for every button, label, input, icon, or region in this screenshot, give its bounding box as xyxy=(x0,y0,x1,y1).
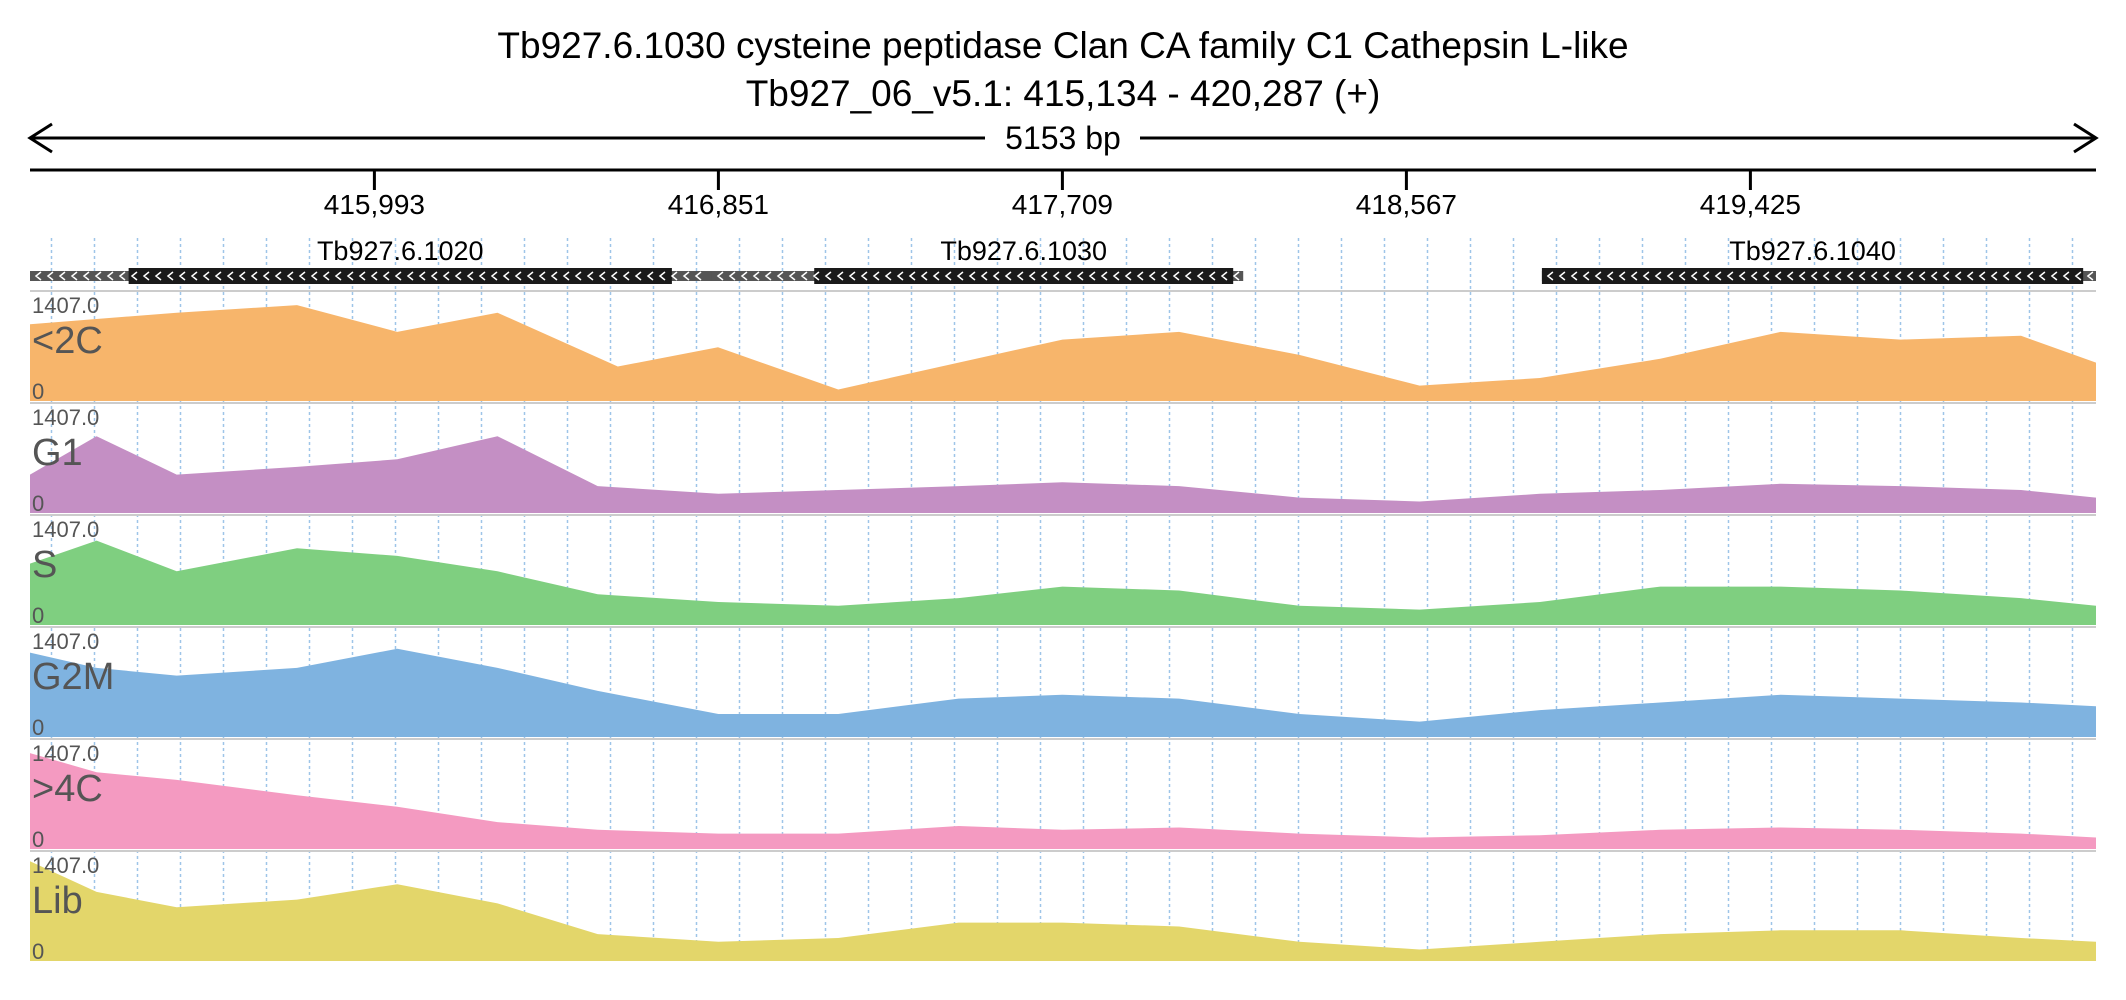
series-name: G1 xyxy=(32,432,83,474)
y-min-label: 0 xyxy=(32,379,44,404)
y-min-label: 0 xyxy=(32,491,44,516)
span-indicator: 5153 bp xyxy=(27,120,2099,156)
gene-label: Tb927.6.1020 xyxy=(317,236,484,266)
gene-cds xyxy=(814,268,1234,284)
y-min-label: 0 xyxy=(32,715,44,740)
ruler-ticks: 415,993 416,851 417,709 418,567 419,425 xyxy=(324,170,1801,220)
series-name: S xyxy=(32,544,57,586)
coverage-tracks: 1407.00<2C1407.00G11407.00S1407.00G2M140… xyxy=(30,290,2096,964)
y-max-label: 1407.0 xyxy=(32,405,99,430)
chart-subtitle: Tb927_06_v5.1: 415,134 - 420,287 (+) xyxy=(746,73,1381,114)
series-name: <2C xyxy=(32,320,103,362)
gene-label: Tb927.6.1030 xyxy=(940,236,1107,266)
coverage-area xyxy=(30,861,2096,961)
gene-cds xyxy=(128,268,672,284)
strand-arrow-icon xyxy=(34,271,702,281)
chart-title: Tb927.6.1030 cysteine peptidase Clan CA … xyxy=(497,25,1628,66)
y-max-label: 1407.0 xyxy=(32,517,99,542)
y-max-label: 1407.0 xyxy=(32,629,99,654)
y-min-label: 0 xyxy=(32,939,44,964)
strand-arrow-icon xyxy=(716,271,1240,281)
y-min-label: 0 xyxy=(32,827,44,852)
coverage-track: 1407.0 0 >4C xyxy=(30,738,2096,852)
span-arrow-left-icon xyxy=(27,122,53,154)
coverage-track: 1407.0 0 Lib xyxy=(30,850,2096,964)
span-label: 5153 bp xyxy=(1005,120,1121,156)
x-tick-label: 417,709 xyxy=(1012,189,1113,220)
coverage-track: 1407.0 0 S xyxy=(30,514,2096,628)
coverage-area xyxy=(30,305,2096,401)
series-name: Lib xyxy=(32,880,83,922)
y-min-label: 0 xyxy=(32,603,44,628)
y-max-label: 1407.0 xyxy=(32,741,99,766)
gene-track: Tb927.6.1020 Tb927.6.1030 Tb927.6.1040 xyxy=(30,236,2096,284)
x-tick-label: 419,425 xyxy=(1700,189,1801,220)
coverage-area xyxy=(30,753,2096,849)
gene-label: Tb927.6.1040 xyxy=(1729,236,1896,266)
span-arrow-right-icon xyxy=(2073,122,2099,154)
coverage-track: 1407.0 0 G1 xyxy=(30,402,2096,516)
series-name: G2M xyxy=(32,656,114,698)
y-max-label: 1407.0 xyxy=(32,293,99,318)
coverage-area xyxy=(30,436,2096,513)
x-tick-label: 418,567 xyxy=(1356,189,1457,220)
x-tick-label: 415,993 xyxy=(324,189,425,220)
coverage-track: 1407.0 0 G2M xyxy=(30,626,2096,740)
strand-arrow-icon xyxy=(1546,271,2094,281)
coverage-area xyxy=(30,648,2096,737)
series-name: >4C xyxy=(32,768,103,810)
coverage-track: 1407.0 0 <2C xyxy=(30,290,2096,404)
x-tick-label: 416,851 xyxy=(668,189,769,220)
coverage-area xyxy=(30,540,2096,625)
y-max-label: 1407.0 xyxy=(32,853,99,878)
